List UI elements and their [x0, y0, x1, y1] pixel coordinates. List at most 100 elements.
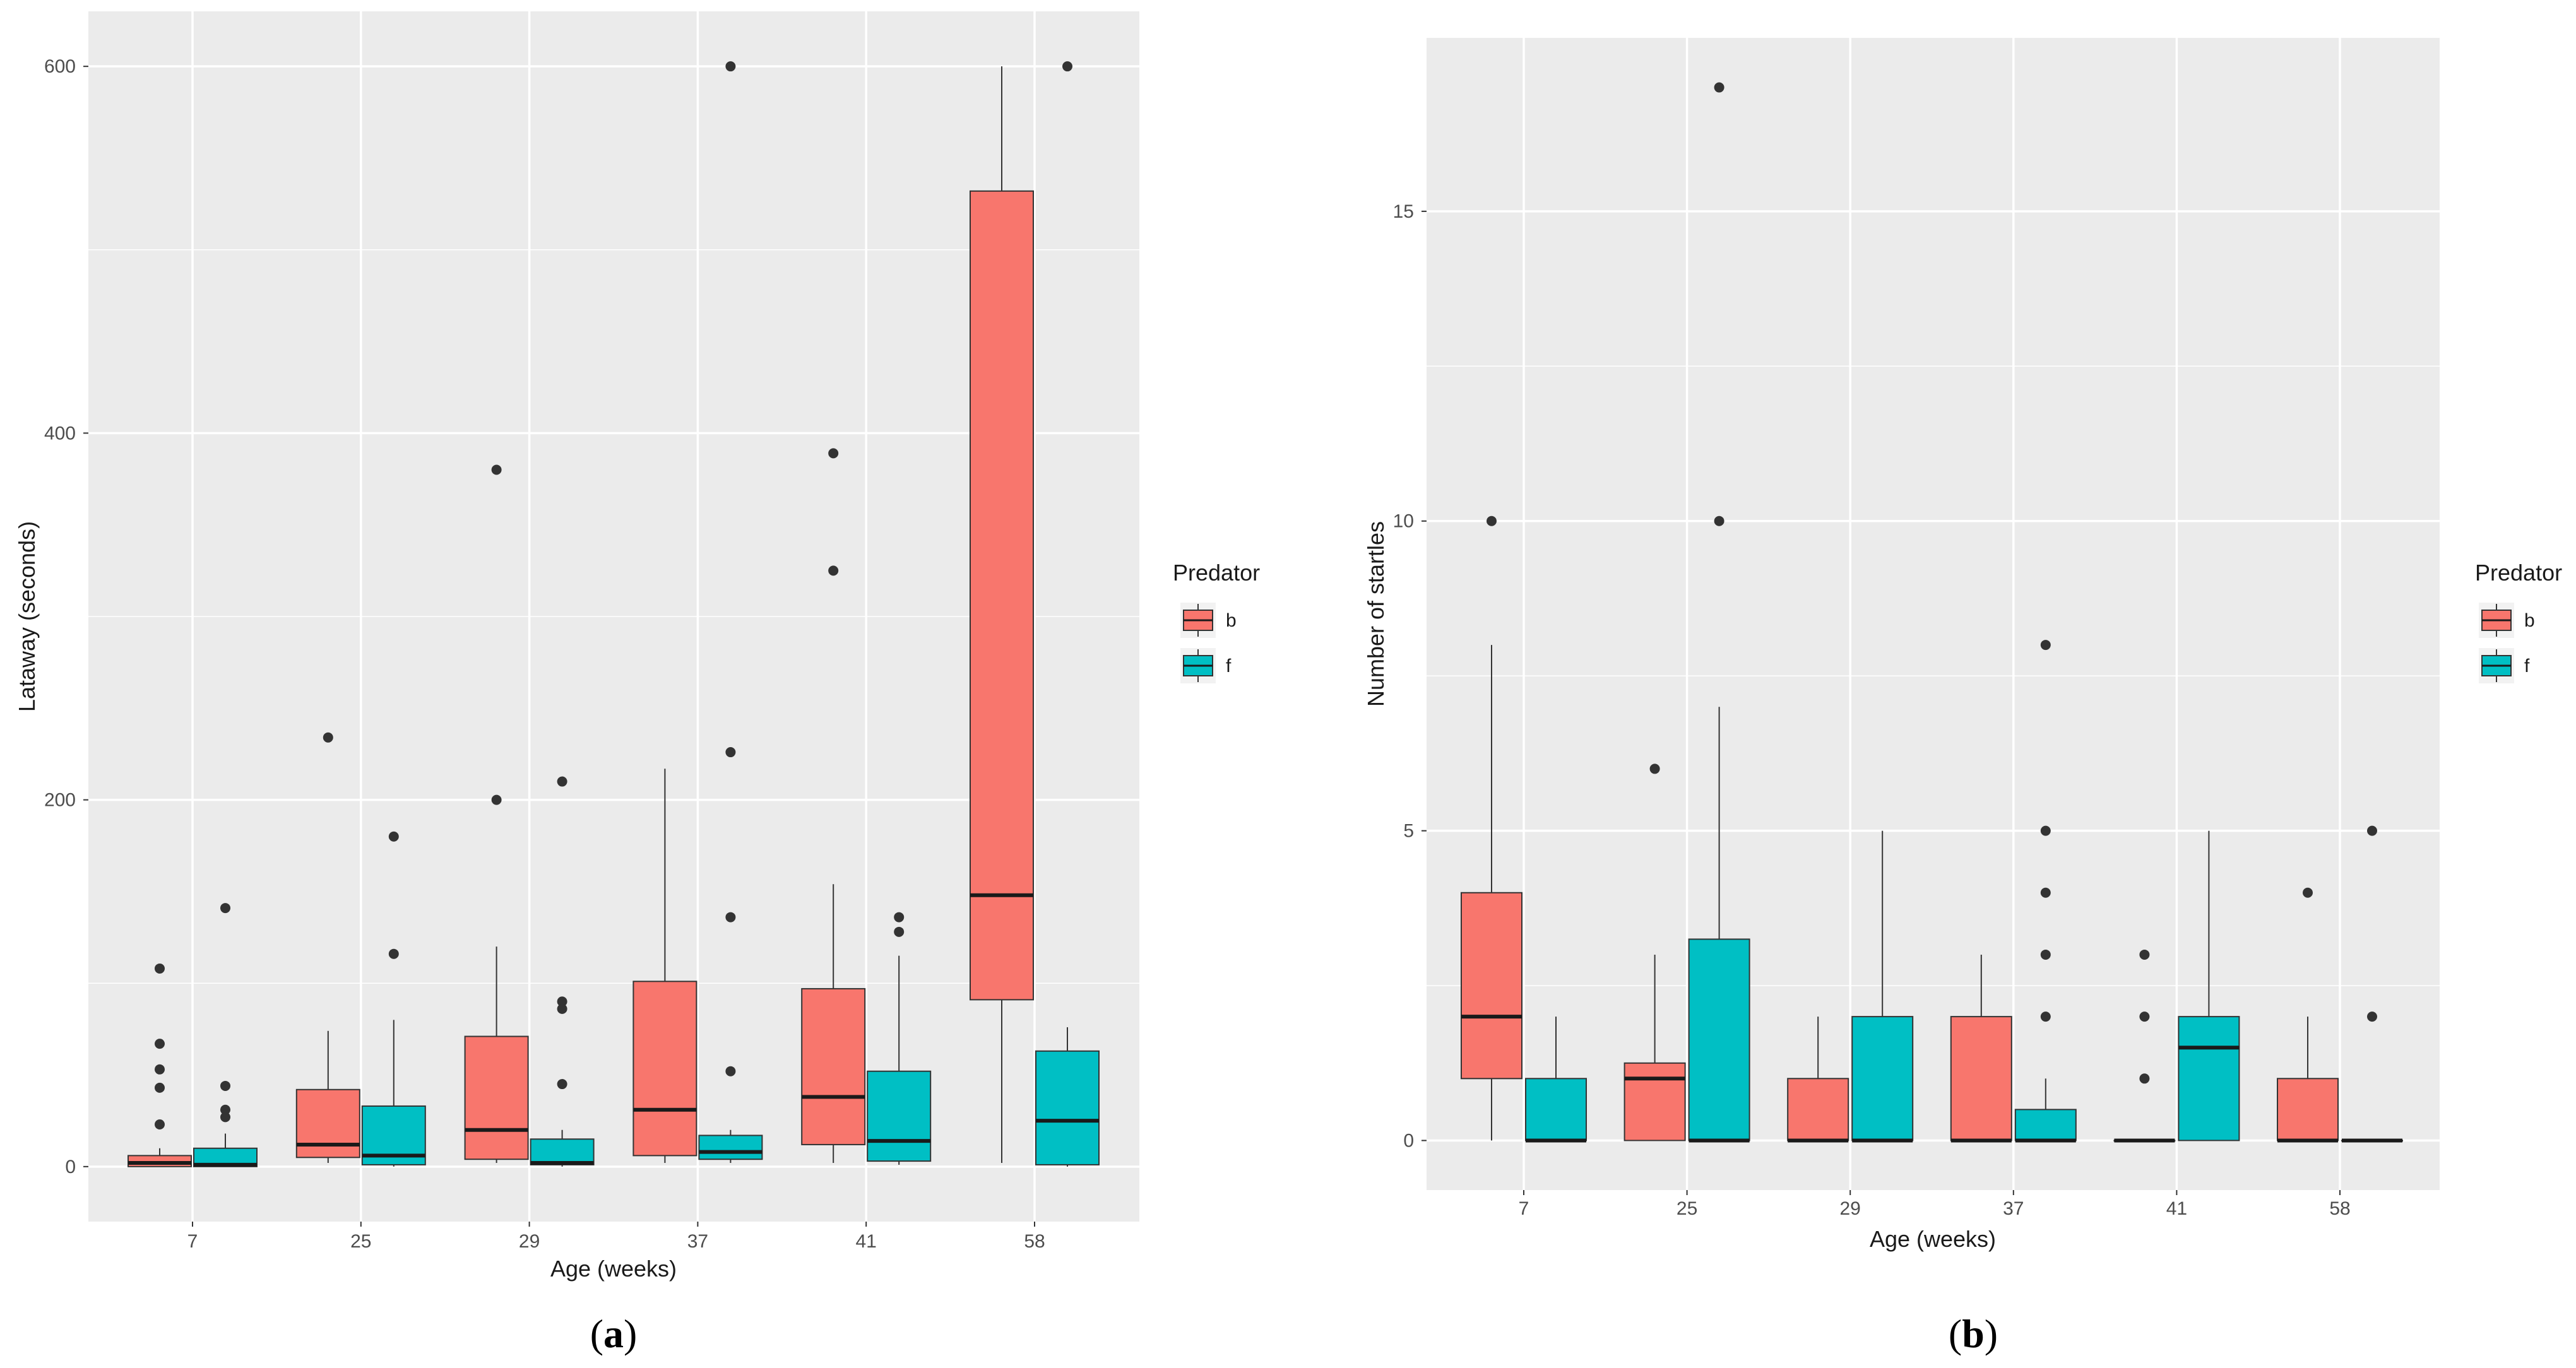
legend-title: Predator — [2475, 560, 2562, 586]
outlier-point — [2040, 640, 2051, 651]
box-b-41 — [2113, 949, 2176, 1143]
outlier-point — [2139, 1073, 2150, 1084]
panel-letter: b — [1962, 1311, 1985, 1356]
box-f-37 — [698, 61, 763, 1164]
x-axis-title: Age (weeks) — [1870, 1226, 1996, 1252]
outlier-point — [2367, 825, 2377, 836]
iqr-box — [530, 1138, 595, 1165]
outlier-point — [1714, 82, 1724, 93]
iqr-box — [632, 981, 697, 1157]
legend: Predator bf — [1173, 560, 1260, 683]
x-tick-label: 29 — [519, 1231, 540, 1252]
iqr-box — [2014, 1109, 2077, 1141]
outlier-point — [2040, 887, 2051, 898]
x-tick-labels: 7 25 29 37 41 58 — [187, 1222, 1045, 1252]
box-f-29 — [530, 776, 595, 1167]
box-b-37 — [632, 769, 697, 1164]
panel-label: (a) — [590, 1311, 638, 1356]
outlier-point — [155, 963, 165, 974]
x-tick-label: 7 — [1519, 1198, 1529, 1219]
x-tick-label: 41 — [856, 1231, 877, 1252]
box-f-7 — [193, 903, 258, 1167]
y-tick-label: 0 — [1403, 1130, 1414, 1151]
iqr-box — [1525, 1078, 1587, 1141]
y-axis-title: Lataway (seconds) — [14, 521, 40, 712]
legend: Predator bf — [2475, 560, 2562, 683]
x-tick-label: 29 — [1840, 1198, 1861, 1219]
outlier-point — [2367, 1011, 2377, 1022]
iqr-box — [1950, 1016, 2012, 1141]
y-tick-labels: 0 5 10 15 — [1393, 201, 1427, 1151]
outlier-point — [220, 903, 230, 914]
gridlines — [88, 11, 1139, 1222]
outlier-point — [155, 1119, 165, 1129]
box-f-58 — [1035, 61, 1100, 1167]
outlier-point — [725, 747, 736, 758]
legend-key-f: f — [1180, 648, 1232, 683]
box-f-41 — [867, 912, 932, 1165]
y-tick-label: 400 — [44, 423, 76, 444]
x-tick-label: 58 — [2329, 1198, 2350, 1219]
iqr-box — [1461, 892, 1522, 1080]
legend-label: f — [2524, 656, 2530, 676]
outlier-point — [894, 926, 905, 937]
box-b-25 — [295, 732, 360, 1164]
legend-key-b: b — [1180, 603, 1237, 638]
outlier-point — [155, 1064, 165, 1075]
box-marks — [1461, 82, 2403, 1143]
box-b-7 — [128, 963, 192, 1167]
legend-label: b — [2524, 610, 2535, 631]
box-b-58 — [970, 66, 1034, 1164]
iqr-box — [1623, 1062, 1686, 1141]
outlier-point — [557, 1079, 567, 1090]
y-tick-label: 10 — [1393, 511, 1414, 532]
box-b-58 — [2277, 887, 2339, 1143]
x-tick-labels: 7 25 29 37 41 58 — [1519, 1190, 2351, 1219]
outlier-point — [1487, 516, 1497, 526]
outlier-point — [828, 448, 839, 459]
box-b-37 — [1950, 954, 2012, 1143]
plot-background — [1427, 38, 2440, 1190]
x-tick-label: 7 — [187, 1231, 198, 1252]
gridlines — [1427, 38, 2440, 1190]
outlier-point — [155, 1039, 165, 1049]
y-axis-title: Number of startles — [1363, 521, 1389, 707]
outlier-point — [1714, 516, 1724, 526]
iqr-box — [2277, 1078, 2339, 1141]
box-f-25 — [1688, 82, 1750, 1143]
box-b-29 — [464, 464, 529, 1164]
legend-keys: bf — [2479, 603, 2535, 683]
outlier-point — [2139, 949, 2150, 960]
y-tick-labels: 0 200 400 600 — [44, 56, 88, 1177]
x-tick-label: 25 — [1677, 1198, 1697, 1219]
legend-title: Predator — [1173, 560, 1260, 586]
x-tick-label: 25 — [350, 1231, 371, 1252]
legend-keys: bf — [1180, 603, 1237, 683]
outlier-point — [557, 1003, 567, 1014]
iqr-box — [698, 1135, 763, 1160]
y-tick-label: 15 — [1393, 201, 1414, 222]
box-f-7 — [1525, 1017, 1587, 1143]
iqr-box — [295, 1088, 360, 1159]
outlier-point — [220, 1080, 230, 1091]
x-tick-label: 37 — [687, 1231, 708, 1252]
panel-label: (b) — [1949, 1311, 1998, 1356]
outlier-point — [220, 1104, 230, 1115]
legend-label: f — [1226, 656, 1232, 676]
box-f-37 — [2014, 640, 2077, 1143]
outlier-point — [725, 61, 736, 72]
outlier-point — [2303, 887, 2313, 898]
outlier-point — [894, 912, 905, 923]
legend-key-f: f — [2479, 648, 2530, 683]
outlier-point — [388, 948, 399, 959]
iqr-box — [464, 1035, 529, 1160]
outlier-point — [725, 912, 736, 923]
outlier-point — [155, 1082, 165, 1093]
box-f-41 — [2178, 830, 2240, 1141]
outlier-point — [323, 732, 333, 743]
iqr-box — [970, 190, 1034, 1001]
outlier-point — [220, 1112, 230, 1123]
outlier-point — [388, 831, 399, 842]
iqr-box — [1035, 1050, 1100, 1165]
box-b-29 — [1787, 1017, 1849, 1143]
